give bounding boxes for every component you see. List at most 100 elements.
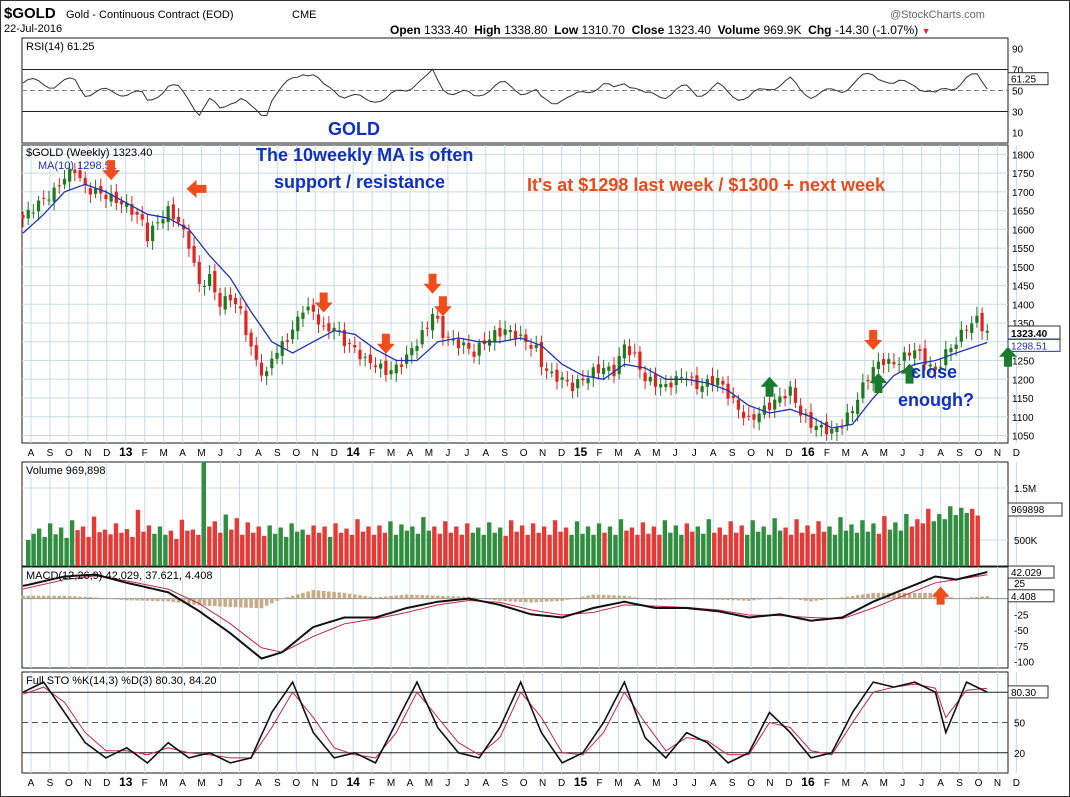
volume-bar xyxy=(607,526,613,566)
volume-bar xyxy=(393,534,399,566)
price-candle-body xyxy=(674,376,678,385)
symbol-label: $GOLD xyxy=(4,5,56,22)
volume-bar xyxy=(860,520,865,566)
volume-bar xyxy=(876,533,882,566)
macd-histogram-bar xyxy=(394,595,399,599)
price-candle-body xyxy=(166,206,170,222)
price-candle-body xyxy=(918,349,922,351)
macd-histogram-bar xyxy=(596,594,601,599)
volume-bar xyxy=(591,534,596,566)
price-candle-body xyxy=(887,359,891,364)
volume-bar xyxy=(86,536,91,566)
macd-histogram-bar xyxy=(752,598,756,601)
price-candle-body xyxy=(42,197,46,199)
volume-bar xyxy=(657,534,662,566)
volume-bar xyxy=(712,532,717,566)
volume-bar xyxy=(130,536,135,566)
x-axis-label: A xyxy=(710,448,717,459)
volume-bar xyxy=(706,519,711,566)
price-candle-body xyxy=(581,378,585,381)
macd-histogram-bar xyxy=(430,595,435,599)
price-candle-body xyxy=(119,201,124,205)
macd-histogram-bar xyxy=(176,598,181,603)
x-axis-label: S xyxy=(274,448,281,459)
price-candle-body xyxy=(73,169,77,174)
macd-histogram-bar xyxy=(26,595,30,599)
macd-histogram-bar xyxy=(726,598,730,601)
price-candle-body xyxy=(145,222,150,242)
volume-bar xyxy=(327,536,333,566)
volume-bar xyxy=(212,521,217,566)
price-candle-body xyxy=(156,222,160,224)
volume-bar xyxy=(547,534,552,566)
price-candle-body xyxy=(913,350,917,359)
volume-bar xyxy=(371,534,377,566)
volume-bar xyxy=(810,533,816,566)
price-candle-body xyxy=(653,373,658,387)
annotation-enough: enough? xyxy=(898,390,974,410)
price-candle-body xyxy=(52,187,56,202)
x-axis-label: S xyxy=(47,448,54,459)
volume-bar xyxy=(887,529,893,566)
macd-histogram-bar xyxy=(575,597,580,599)
volume-bar xyxy=(234,518,239,566)
volume-bar xyxy=(465,523,470,566)
macd-histogram-bar xyxy=(674,598,679,600)
volume-bar xyxy=(152,533,157,566)
volume-bar xyxy=(185,530,190,566)
price-candle-body xyxy=(576,379,580,389)
x-axis-label: F xyxy=(824,778,830,789)
price-candle-body xyxy=(316,314,321,325)
volume-bar xyxy=(36,528,42,566)
volume-bar xyxy=(788,534,794,566)
price-candle-body xyxy=(462,342,466,346)
x-axis-label: S xyxy=(956,778,963,789)
macd-histogram-bar xyxy=(632,597,637,599)
price-candle-body xyxy=(980,312,984,332)
x-axis-label: J xyxy=(218,778,223,789)
macd-histogram-bar xyxy=(819,598,824,601)
volume-bar xyxy=(563,527,569,566)
macd-histogram-bar xyxy=(695,598,699,600)
macd-histogram-bar xyxy=(975,596,979,599)
x-axis-label: J xyxy=(237,448,242,459)
macd-histogram-bar xyxy=(109,598,113,600)
macd-histogram-bar xyxy=(684,598,689,600)
macd-histogram-bar xyxy=(410,594,414,599)
x-axis-label: D xyxy=(331,448,338,459)
volume-bar xyxy=(415,533,421,566)
price-candle-body xyxy=(799,405,803,416)
ma-value-label: 1298.51 xyxy=(1011,341,1048,352)
macd-histogram-bar xyxy=(840,597,844,599)
x-axis-label: S xyxy=(729,778,736,789)
sto-k-line xyxy=(22,680,988,764)
price-candle-body xyxy=(591,367,595,378)
macd-histogram-bar xyxy=(73,596,77,599)
volume-bar xyxy=(931,521,936,566)
macd-histogram-bar xyxy=(327,591,331,599)
macd-histogram-bar xyxy=(835,598,839,599)
price-candle-body xyxy=(62,178,67,185)
volume-bar xyxy=(113,523,119,566)
high-value: 1338.80 xyxy=(504,23,548,37)
price-candle-body xyxy=(534,344,538,349)
volume-bar xyxy=(42,536,47,566)
volume-bar xyxy=(229,529,234,566)
price-candle-body xyxy=(659,384,663,388)
x-axis-label: A xyxy=(861,778,868,789)
annotation-close: close xyxy=(911,362,958,382)
macd-histogram-bar xyxy=(741,598,746,601)
x-axis-label: M xyxy=(614,778,622,789)
macd-histogram-bar xyxy=(368,596,373,599)
volume-bar xyxy=(388,521,393,566)
macd-histogram-bar xyxy=(202,598,207,606)
arrow-up-green-icon xyxy=(869,373,888,394)
macd-value-box xyxy=(1007,565,1055,579)
price-candle-body xyxy=(736,399,741,410)
price-candle-body xyxy=(420,330,424,345)
macd-histogram-bar xyxy=(549,598,554,602)
volume-bar xyxy=(410,526,415,566)
price-candle-body xyxy=(430,314,435,331)
price-candle-body xyxy=(964,329,969,331)
volume-label: Volume xyxy=(717,23,761,37)
